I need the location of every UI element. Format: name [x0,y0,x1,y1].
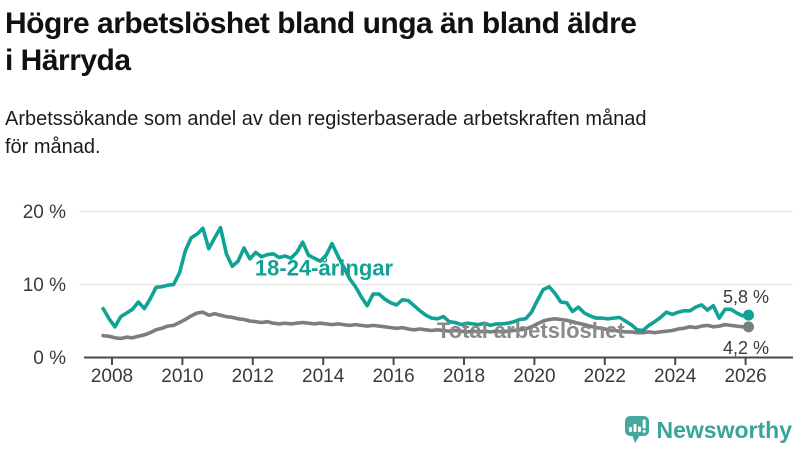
end-label-youth: 5,8 % [723,287,769,307]
brand-name: Newsworthy [656,416,792,443]
chart-subtitle: Arbetssökande som andel av den registerb… [5,108,647,159]
y-tick-label: 10 % [23,275,66,296]
y-tick-label: 20 % [23,202,66,223]
end-label-total: 4,2 % [723,338,769,358]
x-tick-label: 2012 [232,366,274,387]
x-tick-label: 2010 [161,366,203,387]
y-tick-label: 0 % [33,348,66,369]
x-tick-label: 2024 [654,366,697,387]
x-tick-label: 2020 [513,366,555,387]
bar-chart-speech-bubble-icon [624,416,649,443]
series-label-youth: 18-24-åringar [255,256,394,281]
x-tick-label: 2014 [302,366,345,387]
series-line-total [101,310,751,341]
x-tick-label: 2026 [724,366,766,387]
series-line-youth [101,225,751,333]
x-tick-label: 2008 [91,366,133,387]
x-tick-label: 2018 [443,366,485,387]
x-tick-label: 2022 [584,366,626,387]
end-dot-total [743,321,755,333]
page-title: Högre arbetslöshet bland unga än bland ä… [5,7,637,77]
series-label-total: Total arbetslöshet [437,318,626,343]
chart-header: Högre arbetslöshet bland unga än bland ä… [5,6,790,161]
newsworthy-logo[interactable]: Newsworthy [624,415,792,445]
end-dot-youth [743,309,755,321]
x-tick-label: 2016 [372,366,414,387]
